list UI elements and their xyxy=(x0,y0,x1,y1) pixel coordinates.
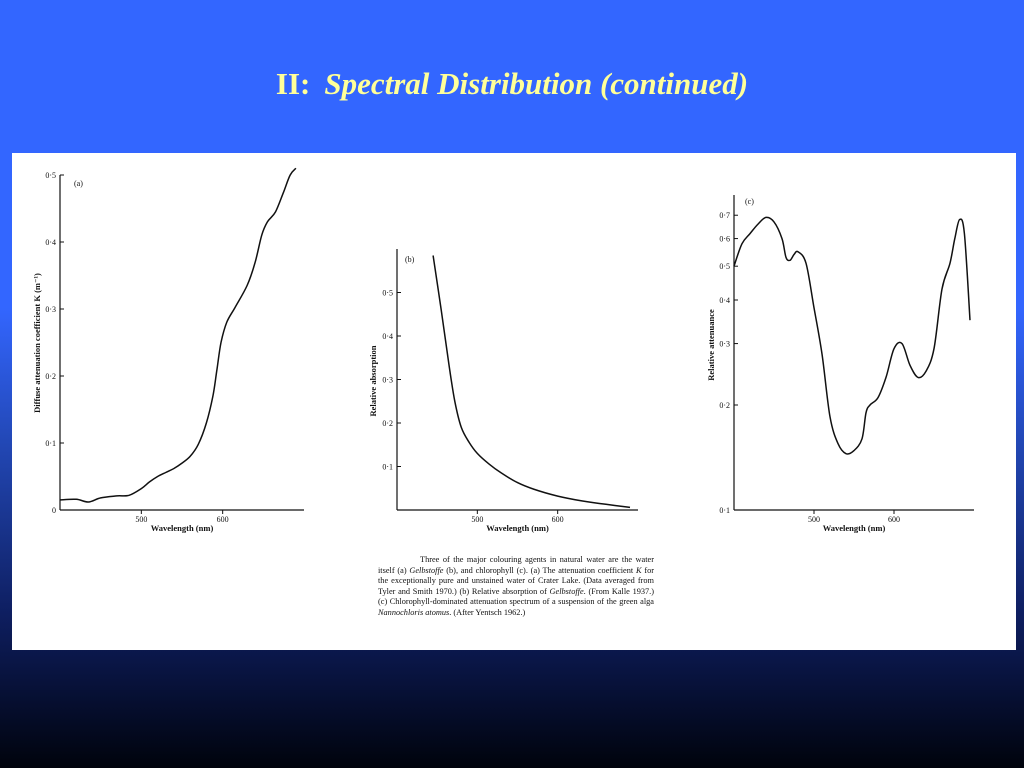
chart-c-series-line xyxy=(733,216,971,455)
caption-k: K xyxy=(635,565,642,575)
chart-a-ytick-label: 0·5 xyxy=(45,171,56,180)
caption-text-1: Three of the major colouring agents in n… xyxy=(378,555,654,575)
chart-c-panel-label: (c) xyxy=(745,197,754,206)
chart-c-xtick-label: 500 xyxy=(808,515,820,524)
chart-a-panel-label: (a) xyxy=(74,179,83,188)
caption-text-3: for the exceptionally pure and unstained… xyxy=(378,565,654,596)
caption-text-4: . (From Kalle 1937.) (c) Chlorophyll-dom… xyxy=(378,586,654,607)
chart-b-xtick-label: 600 xyxy=(552,515,564,524)
chart-b-ylabel: Relative absorption xyxy=(368,345,378,416)
slide-title: II: Spectral Distribution (continued) xyxy=(0,66,1024,116)
chart-c-ytick-label: 0·1 xyxy=(719,506,730,515)
chart-a-ytick-label: 0·4 xyxy=(45,238,56,247)
chart-c-ytick-label: 0·3 xyxy=(719,340,730,349)
chart-c-ytick-label: 0·2 xyxy=(719,401,730,410)
chart-c-ytick-label: 0·4 xyxy=(719,296,730,305)
title-prefix: II: xyxy=(275,66,311,101)
chart-a-series-line xyxy=(59,167,297,503)
chart-c-xlabel: Wavelength (nm) xyxy=(823,523,886,533)
figure-panel: (a) 0 0·1 0·2 0·3 0·4 0·5 500 600 Wavelength (nm)… xyxy=(12,153,1016,650)
chart-a-ytick-label: 0 xyxy=(52,506,56,515)
chart-c-ytick-label: 0·6 xyxy=(719,235,730,244)
chart-a-ylabel: Diffuse attenuation coefficient K (m⁻¹) xyxy=(32,273,42,413)
chart-a-ytick-label: 0·1 xyxy=(45,439,56,448)
chart-b-xtick-label: 500 xyxy=(471,515,483,524)
caption-gelbstoffe-2: Gelbstoffe xyxy=(549,586,584,596)
chart-b-ytick-label: 0·2 xyxy=(382,419,393,428)
chart-a-xtick-label: 500 xyxy=(135,515,147,524)
chart-a-xlabel: Wavelength (nm) xyxy=(151,523,214,533)
chart-c-ytick-label: 0·7 xyxy=(719,211,730,220)
chart-b-ytick-label: 0·4 xyxy=(382,332,393,341)
chart-c-xtick-label: 600 xyxy=(888,515,900,524)
chart-b-ytick-label: 0·5 xyxy=(382,289,393,298)
chart-c-ytick-label: 0·5 xyxy=(719,262,730,271)
chart-a-xtick-label: 600 xyxy=(217,515,229,524)
caption-gelbstoffe-1: Gelbstoffe xyxy=(409,565,444,575)
chart-b-xlabel: Wavelength (nm) xyxy=(486,523,549,533)
chart-a-ytick-label: 0·3 xyxy=(45,305,56,314)
title-text: Spectral Distribution (continued) xyxy=(324,66,749,101)
chart-a-ytick-label: 0·2 xyxy=(45,372,56,381)
chart-b-ytick-label: 0·1 xyxy=(382,463,393,472)
figure-caption: Three of the major colouring agents in n… xyxy=(378,555,654,618)
chart-c-ylabel: Relative attenuance xyxy=(706,309,716,381)
chart-b-panel-label: (b) xyxy=(405,255,415,264)
chart-b-ytick-label: 0·3 xyxy=(382,376,393,385)
caption-text-5: . (After Yentsch 1962.) xyxy=(449,607,526,617)
caption-species: Nannochloris atomus xyxy=(378,607,450,617)
caption-text-2: (b), and chlorophyll (c). (a) The attenu… xyxy=(443,565,636,575)
chart-b-series-line xyxy=(432,255,631,509)
